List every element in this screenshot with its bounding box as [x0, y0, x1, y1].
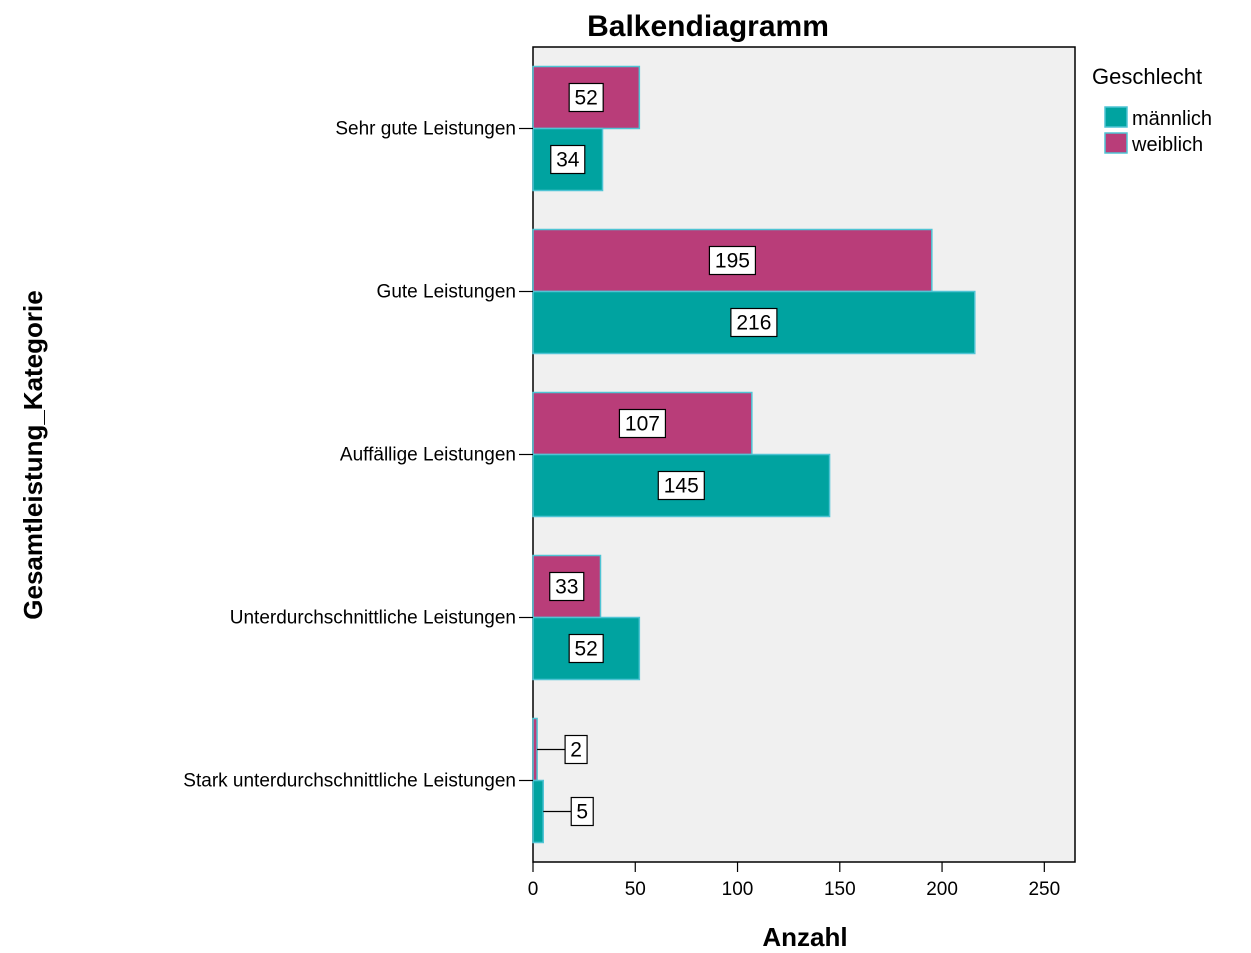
legend-label-weiblich: weiblich [1131, 134, 1203, 156]
y-tick-label: Auffällige Leistungen [340, 445, 516, 466]
data-label-box [618, 408, 667, 439]
bars-layer [532, 65, 976, 844]
data-label-box [564, 734, 588, 765]
y-tick-label: Stark unterdurchschnittliche Leistungen [183, 771, 516, 792]
x-tick-label: 200 [926, 879, 958, 900]
x-tick-label: 250 [1028, 879, 1060, 900]
data-label: 33 [555, 576, 578, 599]
y-tick-label: Unterdurchschnittliche Leistungen [230, 608, 516, 629]
data-labels-layer: 52 34 195 216 107 145 33 52 2 5 [537, 82, 778, 827]
axes-layer: Sehr gute Leistungen Gute Leistungen Auffä… [183, 119, 1060, 901]
data-label-box [549, 571, 585, 602]
data-label: 195 [715, 250, 750, 273]
y-tick-label: Sehr gute Leistungen [335, 119, 516, 140]
legend: Geschlecht männlich weiblich [1092, 64, 1212, 156]
data-label: 52 [574, 638, 597, 661]
data-label-box [657, 470, 705, 501]
data-label: 52 [574, 87, 597, 110]
y-tick-label: Gute Leistungen [377, 282, 516, 303]
x-tick-label: 50 [625, 879, 646, 900]
data-label: 2 [570, 739, 582, 762]
data-label: 107 [625, 413, 660, 436]
data-label: 145 [664, 475, 699, 498]
data-label: 216 [736, 312, 771, 335]
x-tick-label: 100 [722, 879, 754, 900]
bar-weiblich-stark-unterdurchschnittliche-leistungen [532, 717, 538, 782]
x-axis-title: Anzahl [762, 922, 847, 952]
legend-swatch-maennlich [1104, 106, 1128, 128]
bar-maennlich-stark-unterdurchschnittliche-leistungen [532, 779, 544, 844]
data-label-box [568, 82, 604, 113]
data-label-box [730, 307, 778, 338]
data-label: 34 [556, 149, 580, 172]
data-label-box [568, 633, 604, 664]
data-label-box [570, 796, 594, 827]
bar-weiblich-unterdurchschnittliche-leistungen [532, 554, 602, 619]
data-label-box [708, 245, 757, 276]
y-axis-title: Gesamtleistung_Kategorie [18, 290, 48, 619]
data-label-box [550, 144, 586, 175]
x-tick-label: 150 [824, 879, 856, 900]
legend-swatch-weiblich [1104, 132, 1128, 154]
x-tick-label: 0 [528, 879, 539, 900]
legend-label-maennlich: männlich [1132, 108, 1212, 130]
chart-title: Balkendiagramm [587, 10, 829, 43]
data-label: 5 [576, 801, 588, 824]
legend-title: Geschlecht [1092, 64, 1202, 89]
